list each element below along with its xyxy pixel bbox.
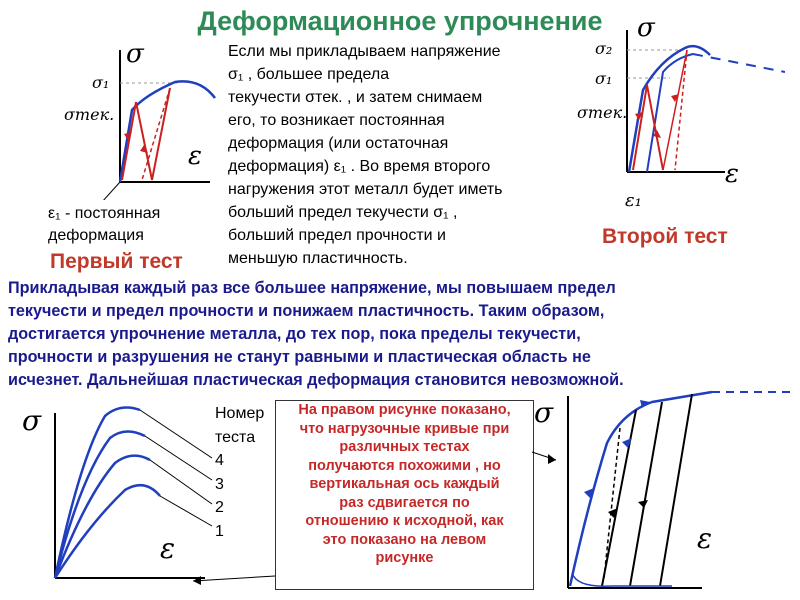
- note-line: вертикальная ось каждый: [309, 476, 500, 492]
- explanation-line: меньшую пластичность.: [228, 250, 408, 267]
- test-number-title: Номер: [215, 405, 265, 422]
- note-line: это показано на левом: [322, 531, 487, 548]
- conclusion-text: Прикладывая каждый раз все большее напря…: [8, 277, 792, 392]
- note-line: получаются похожими , но: [308, 457, 501, 474]
- curve-test-1: [53, 483, 161, 579]
- note-line: На правом рисунке показано,: [298, 402, 511, 418]
- explanation-text: Если мы прикладываем напряжение σ₁ , бол…: [228, 40, 588, 270]
- note-line: что нагрузочные кривые при: [299, 420, 510, 437]
- multiple-tests-diagram: σ ε: [22, 404, 276, 585]
- loading-curve: [118, 80, 216, 183]
- explanation-line: деформация (или остаточная: [228, 135, 449, 152]
- conclusion-line: текучести и предел прочности и понижаем …: [8, 302, 605, 320]
- note-pointer-arrow: [531, 451, 557, 464]
- curve-test-3: [53, 430, 146, 579]
- first-test-caption: ε₁ - постоянная деформация: [48, 203, 160, 247]
- sigma-axis-label: σ: [126, 40, 145, 69]
- sigma-axis-label: σ: [534, 396, 554, 429]
- curve-test-2: [53, 454, 151, 579]
- epsilon-axis-label: ε: [697, 522, 712, 555]
- sigma1-label: σ₁: [595, 69, 612, 88]
- sigma1-label: σ₁: [92, 73, 109, 92]
- test-number: 3: [215, 475, 224, 493]
- second-test-diagram: σ σ₂ σ₁ σтек. ε ε₁: [577, 13, 785, 211]
- test-number: 1: [215, 522, 224, 540]
- explanation-line: больший предел прочности и: [228, 227, 446, 244]
- conclusion-line: достигается упрочнение металла, до тех п…: [8, 325, 581, 343]
- first-test-heading: Первый тест: [50, 250, 183, 273]
- curve-test-4: [53, 406, 141, 579]
- explanation-line: Если мы прикладываем напряжение: [228, 43, 501, 60]
- note-line: отношению к исходной, как: [305, 513, 504, 529]
- epsilon1-label: ε₁: [625, 190, 642, 211]
- sigma2-label: σ₂: [595, 39, 612, 58]
- sigma-tek-label: σтек.: [64, 105, 114, 124]
- first-test-diagram: σ σ₁ σтек. ε: [64, 40, 216, 200]
- epsilon-axis-label: ε: [188, 141, 202, 171]
- explanation-line: его, то возникает постоянная: [228, 112, 445, 129]
- note-line: различных тестах: [339, 439, 470, 455]
- explanation-line: текучести σтек. , и затем снимаем: [228, 89, 483, 106]
- sigma-axis-label: σ: [22, 404, 42, 437]
- note-box: На правом рисунке показано, что нагрузоч…: [275, 400, 534, 590]
- sigma-axis-label: σ: [637, 13, 656, 43]
- second-test-heading: Второй тест: [602, 225, 728, 248]
- test-number: 4: [215, 452, 224, 469]
- explanation-line: деформация) ε₁ . Во время второго: [228, 158, 491, 175]
- test-number-title: теста: [215, 428, 256, 446]
- page-title: Деформационное упрочнение: [197, 6, 603, 36]
- shifted-axes-diagram: σ ε: [534, 390, 794, 589]
- conclusion-line: исчезнет. Дальнейшая пластическая деформ…: [8, 371, 624, 389]
- conclusion-line: прочности и разрушения не станут равными…: [8, 348, 591, 366]
- caption-line: деформация: [48, 227, 144, 244]
- explanation-line: больший предел текучести σ₁ ,: [228, 204, 458, 221]
- note-line: раз сдвигается по: [339, 494, 470, 511]
- unloading-line: [121, 101, 137, 181]
- test-number: 2: [215, 499, 224, 516]
- caption-line: ε₁ - постоянная: [48, 205, 161, 222]
- blue-loading-curve: [568, 390, 713, 587]
- note-line: рисунке: [375, 550, 434, 566]
- explanation-line: σ₁ , большее предела: [228, 66, 390, 83]
- second-loading-curve: [646, 53, 694, 173]
- explanation-line: нагружения этот металл будет иметь: [228, 181, 503, 198]
- test-number-list: Номер теста 4 3 2 1: [215, 402, 264, 543]
- sigma-tek-label: σтек.: [577, 103, 627, 122]
- epsilon-axis-label: ε: [160, 532, 175, 565]
- first-loading-curve: [627, 44, 711, 173]
- conclusion-line: Прикладывая каждый раз все большее напря…: [8, 279, 616, 297]
- epsilon-axis-label: ε: [725, 159, 739, 189]
- unloading-line: [632, 84, 664, 171]
